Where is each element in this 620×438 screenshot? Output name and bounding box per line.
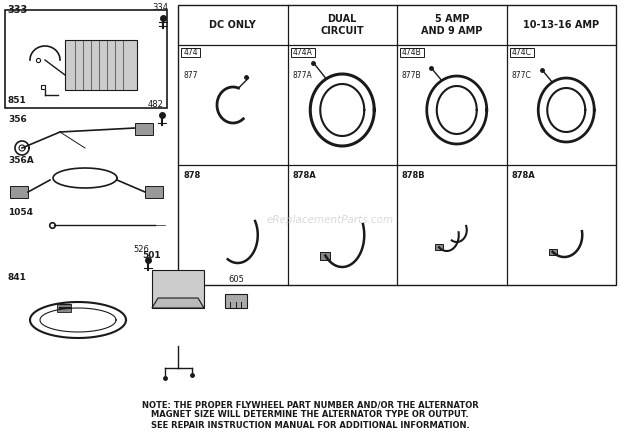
Text: 851: 851 [7,96,26,105]
Text: 526: 526 [133,245,149,254]
Text: 877A: 877A [293,71,312,80]
Bar [225,294,247,308]
Bar [57,304,71,312]
Text: 878A: 878A [293,172,316,180]
Bar [10,186,28,198]
Bar [435,244,443,250]
Text: 333: 333 [7,5,27,15]
Text: 841: 841 [8,273,27,282]
Text: 605: 605 [228,275,244,284]
Bar [135,123,153,135]
Text: 878: 878 [183,172,200,180]
Text: 474B: 474B [402,48,422,57]
Bar [181,48,200,57]
Bar [291,48,314,57]
Text: 334: 334 [152,3,168,12]
Bar [549,249,557,255]
Bar [178,5,616,285]
Text: DUAL
CIRCUIT: DUAL CIRCUIT [321,14,364,36]
Bar [65,40,137,90]
Text: 501: 501 [142,251,161,260]
Text: 356A: 356A [8,156,33,165]
Text: 482: 482 [148,100,164,109]
Text: 474A: 474A [293,48,312,57]
Text: 10-13-16 AMP: 10-13-16 AMP [523,20,600,30]
Text: 5 AMP
AND 9 AMP: 5 AMP AND 9 AMP [421,14,482,36]
Text: 474C: 474C [512,48,531,57]
Bar [145,186,163,198]
Text: 877C: 877C [512,71,531,80]
Text: NOTE: THE PROPER FLYWHEEL PART NUMBER AND/OR THE ALTERNATOR
MAGNET SIZE WILL DET: NOTE: THE PROPER FLYWHEEL PART NUMBER AN… [141,400,479,430]
Text: 474: 474 [183,48,198,57]
Text: 1054: 1054 [8,208,33,217]
Bar [152,270,204,308]
Text: 356: 356 [8,115,27,124]
Text: 878B: 878B [402,172,425,180]
Bar [400,48,424,57]
Bar [321,251,330,260]
Text: 877: 877 [183,71,198,80]
Text: 878A: 878A [512,172,535,180]
Bar [5,10,167,108]
Polygon shape [152,298,204,308]
Text: eReplacementParts.com: eReplacementParts.com [267,215,394,225]
Bar [510,48,533,57]
Text: DC ONLY: DC ONLY [210,20,256,30]
Text: 877B: 877B [402,71,422,80]
